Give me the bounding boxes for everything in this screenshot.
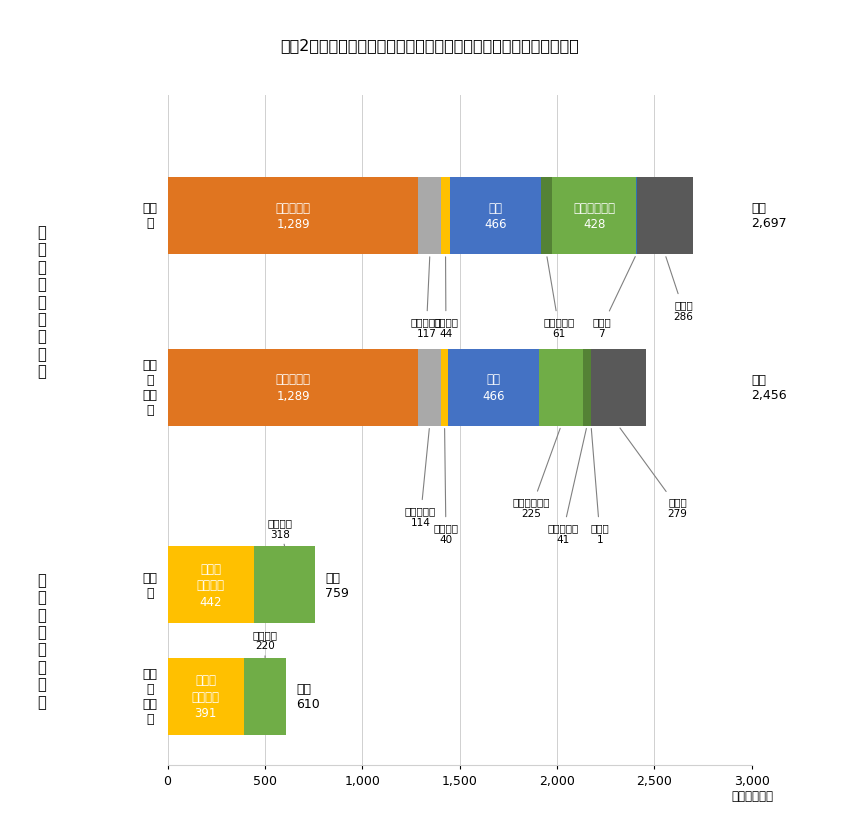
Bar (448, 349, 539, 426)
Text: 家畜ふん尿
1,289: 家畜ふん尿 1,289 (276, 201, 310, 231)
Bar (168, 546, 253, 624)
Text: 農作物
非食用部
391: 農作物 非食用部 391 (192, 673, 220, 719)
Bar (441, 349, 448, 426)
Bar (636, 177, 637, 255)
Text: 有機性汚泥
117: 有機性汚泥 117 (411, 257, 442, 339)
Text: 廃
棄
物
系
バ
イ
オ
マ
ス: 廃 棄 物 系 バ イ オ マ ス (37, 225, 46, 379)
Bar (168, 658, 244, 735)
Text: 未
利
用
バ
イ
オ
マ
ス: 未 利 用 バ イ オ マ ス (37, 573, 46, 709)
Text: 食品廃棄物
41: 食品廃棄物 41 (547, 429, 587, 544)
Bar (442, 177, 450, 255)
Bar (591, 349, 645, 426)
Text: し尿等
1: し尿等 1 (590, 429, 609, 544)
Bar (552, 177, 636, 255)
Bar (637, 177, 693, 255)
Bar (244, 658, 286, 735)
Bar (583, 349, 591, 426)
Text: 単位：千トン: 単位：千トン (731, 789, 773, 803)
Bar (540, 177, 552, 255)
Bar (539, 349, 583, 426)
Text: 林地残材
318: 林地残材 318 (268, 517, 293, 546)
Text: 下水汚泥
44: 下水汚泥 44 (434, 257, 459, 339)
Text: 紙類・紙くず
225: 紙類・紙くず 225 (513, 429, 560, 518)
Bar (253, 546, 315, 624)
Text: 黒液
466: 黒液 466 (483, 373, 505, 402)
Bar (168, 177, 418, 255)
Text: 木くず
286: 木くず 286 (666, 257, 693, 321)
Bar (450, 177, 540, 255)
Text: 発生
量: 発生 量 (143, 571, 158, 599)
Bar (168, 349, 418, 426)
Text: 紙類・紙くず
428: 紙類・紙くず 428 (573, 201, 615, 231)
Text: 合計
610: 合計 610 (296, 682, 320, 711)
Text: 家畜ふん尿
1,289: 家畜ふん尿 1,289 (276, 373, 310, 402)
Text: し尿等
7: し尿等 7 (593, 257, 636, 339)
Text: 令和2年度　バイオマス発生量・利活用仕向量（炭素量換算ベース）: 令和2年度 バイオマス発生量・利活用仕向量（炭素量換算ベース） (280, 38, 579, 54)
Bar (418, 349, 441, 426)
Bar (418, 177, 442, 255)
Text: 有機性汚泥
114: 有機性汚泥 114 (405, 429, 436, 527)
Text: 下水汚泥
40: 下水汚泥 40 (434, 429, 459, 544)
Text: 農作物
非食用部
442: 農作物 非食用部 442 (197, 562, 224, 608)
Text: 林地残材
220: 林地残材 220 (253, 629, 277, 658)
Text: 利活
用
仕向
量: 利活 用 仕向 量 (143, 359, 158, 416)
Text: 合計
2,456: 合計 2,456 (752, 374, 787, 401)
Text: 黒液
466: 黒液 466 (484, 201, 507, 231)
Text: 合計
759: 合計 759 (326, 571, 349, 599)
Text: 食品廃棄物
61: 食品廃棄物 61 (543, 257, 575, 339)
Text: 木くず
279: 木くず 279 (620, 429, 687, 518)
Text: 合計
2,697: 合計 2,697 (752, 202, 787, 230)
Text: 利活
用
仕向
量: 利活 用 仕向 量 (143, 667, 158, 726)
Text: 発生
量: 発生 量 (143, 202, 158, 230)
